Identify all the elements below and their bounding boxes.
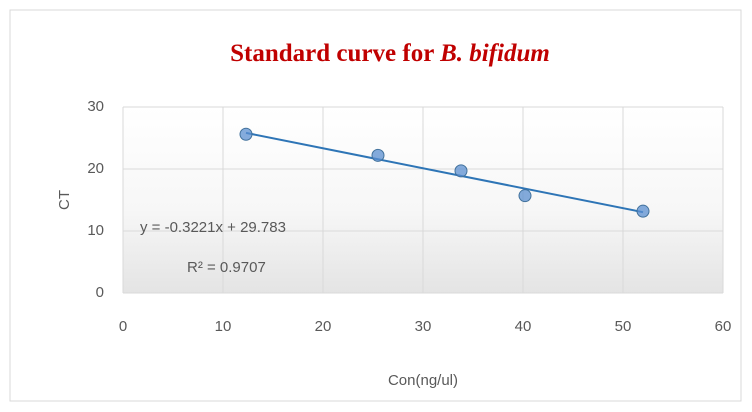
data-point	[239, 127, 253, 141]
data-point	[518, 189, 532, 203]
x-tick-label: 20	[315, 318, 332, 335]
trendline-r2: R² = 0.9707	[187, 259, 266, 276]
y-axis-label: CT	[56, 190, 73, 210]
y-tick-label: 30	[87, 98, 104, 115]
x-tick-label: 10	[215, 318, 232, 335]
data-point	[371, 148, 385, 162]
x-axis-label: Con(ng/ul)	[388, 372, 458, 389]
x-tick-label: 40	[515, 318, 532, 335]
data-point	[636, 204, 650, 218]
x-tick-label: 60	[715, 318, 732, 335]
title-text: Standard curve for	[230, 40, 434, 67]
title-species: B. bifidum	[439, 40, 550, 67]
trendline-equation: y = -0.3221x + 29.783	[140, 219, 286, 236]
data-point	[454, 164, 468, 178]
y-tick-label: 10	[87, 222, 104, 239]
chart-title: Standard curve for B. bifidum	[230, 40, 550, 67]
x-tick-label: 30	[415, 318, 432, 335]
y-tick-label: 20	[87, 160, 104, 177]
x-tick-label: 0	[119, 318, 127, 335]
trendline	[245, 131, 644, 214]
y-tick-label: 0	[96, 284, 104, 301]
x-tick-label: 50	[615, 318, 632, 335]
